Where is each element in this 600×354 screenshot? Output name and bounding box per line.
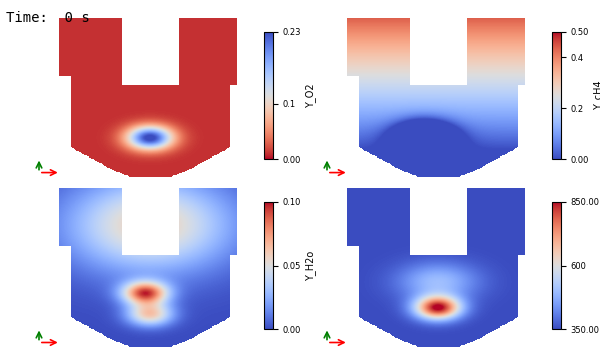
Text: Time:  0 s: Time: 0 s xyxy=(6,11,90,25)
Y-axis label: Y_H2o: Y_H2o xyxy=(305,250,316,281)
Y-axis label: Y_O2: Y_O2 xyxy=(305,83,316,108)
Y-axis label: Y_cH4: Y_cH4 xyxy=(593,81,600,110)
